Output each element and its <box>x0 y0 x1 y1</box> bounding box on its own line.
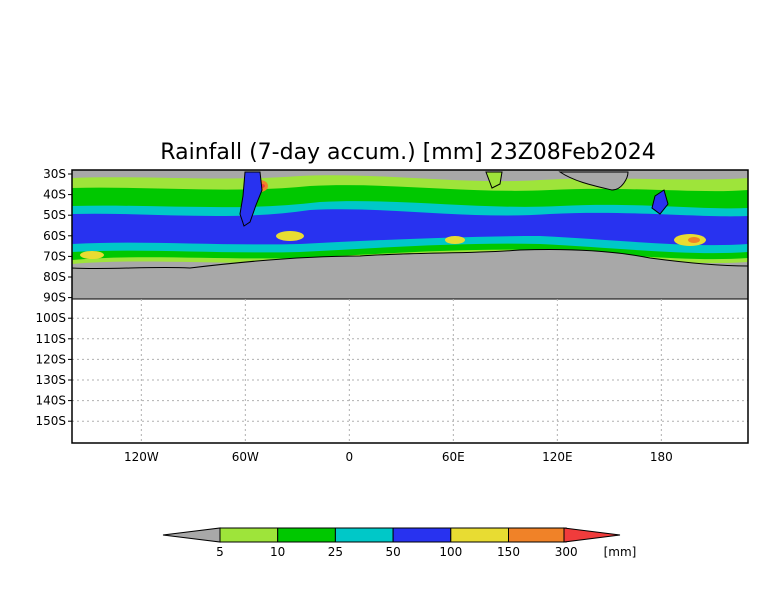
colorbar-unit-label: [mm] <box>604 545 637 559</box>
latitude-tick-label: 110S <box>35 332 66 346</box>
colorbar: 5 10 25 50 100 150 300 [mm] <box>162 527 637 559</box>
colorbar-high-arrow <box>563 527 621 543</box>
latitude-tick-label: 70S <box>43 249 66 263</box>
latitude-axis: 30S 40S 50S 60S 70S 80S 90S 100S 110S 120S 130S 140… <box>35 167 72 428</box>
colorbar-level-label: 10 <box>270 545 285 559</box>
rainfall-bands <box>72 175 748 264</box>
longitude-tick-label: 0 <box>346 450 354 464</box>
longitude-tick-label: 180 <box>650 450 673 464</box>
latitude-tick-label: 30S <box>43 167 66 181</box>
latitude-tick-label: 100S <box>35 311 66 325</box>
latitude-tick-label: 120S <box>35 352 66 366</box>
latitude-tick-label: 50S <box>43 208 66 222</box>
colorbar-swatch <box>508 527 567 543</box>
rain-patch-100-150 <box>445 236 465 244</box>
latitude-tick-label: 90S <box>43 291 66 305</box>
antarctica-landmass <box>71 248 749 300</box>
africa-landmass <box>485 171 503 189</box>
colorbar-swatch <box>392 527 452 543</box>
colorbar-level-label: 100 <box>439 545 462 559</box>
map-gridlines <box>72 299 748 443</box>
colorbar-level-label: 25 <box>328 545 343 559</box>
latitude-tick-label: 60S <box>43 229 66 243</box>
longitude-tick-label: 60E <box>442 450 465 464</box>
longitude-tick-label: 120E <box>542 450 573 464</box>
rain-patch-100-150 <box>80 251 104 259</box>
latitude-tick-label: 40S <box>43 188 66 202</box>
rain-patch-100-150 <box>276 231 304 241</box>
south-america-landmass <box>239 171 263 227</box>
map-plot-area: 30S 40S 50S 60S 70S 80S 90S 100S 110S 120S 130S 140… <box>35 167 749 464</box>
colorbar-swatch <box>334 527 394 543</box>
australia-landmass <box>558 171 629 191</box>
colorbar-low-arrow <box>162 527 221 543</box>
colorbar-swatch <box>219 527 279 543</box>
map-frame <box>71 169 749 444</box>
latitude-tick-label: 140S <box>35 394 66 408</box>
colorbar-level-label: 300 <box>555 545 578 559</box>
latitude-tick-label: 130S <box>35 373 66 387</box>
latitude-tick-label: 80S <box>43 270 66 284</box>
latitude-tick-label: 150S <box>35 414 66 428</box>
longitude-axis: 120W 60W 0 60E 120E 180 <box>124 450 673 464</box>
colorbar-level-label: 5 <box>216 545 224 559</box>
colorbar-swatch <box>277 527 336 543</box>
longitude-tick-label: 60W <box>232 450 259 464</box>
colorbar-level-label: 50 <box>385 545 400 559</box>
map-title: Rainfall (7-day accum.) [mm] 23Z08Feb202… <box>160 140 655 165</box>
colorbar-swatch <box>450 527 509 543</box>
rain-patch-150-300 <box>688 237 700 243</box>
new-zealand-landmass <box>651 189 669 215</box>
longitude-tick-label: 120W <box>124 450 159 464</box>
colorbar-level-label: 150 <box>497 545 520 559</box>
